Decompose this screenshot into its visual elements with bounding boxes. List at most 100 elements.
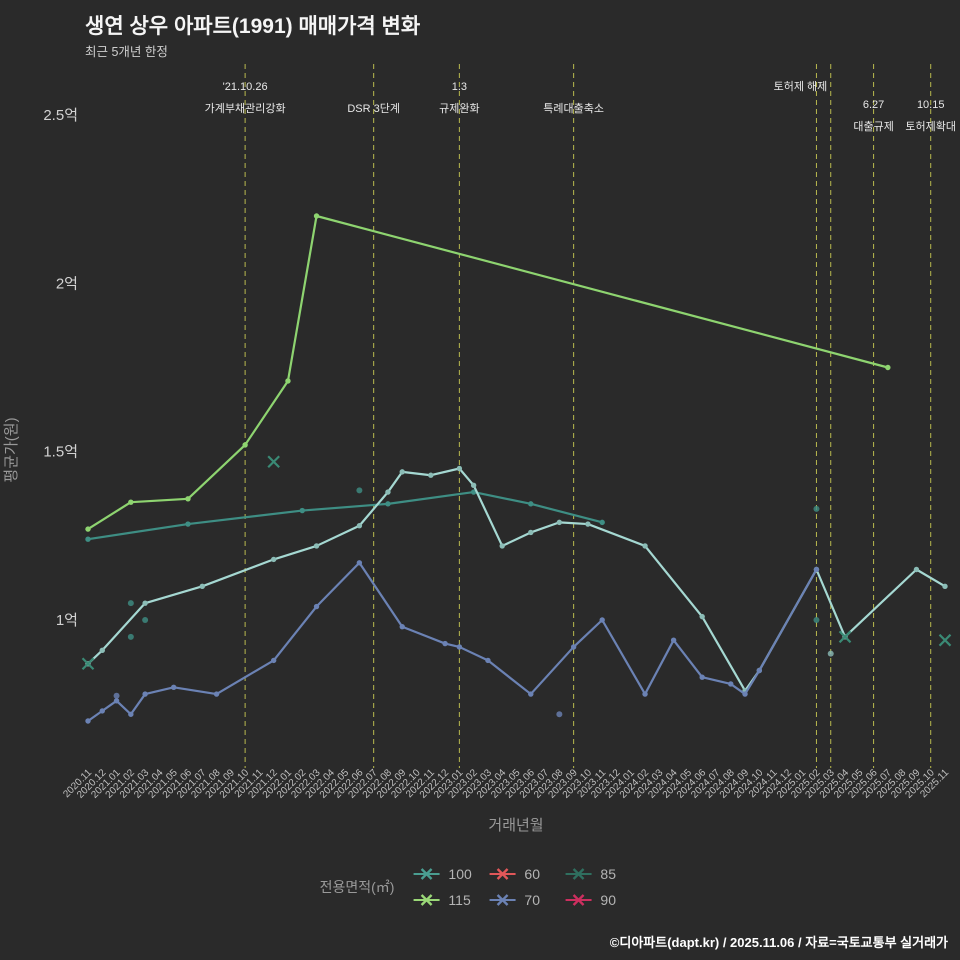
data-point-70	[128, 711, 134, 717]
data-point-85	[199, 583, 205, 590]
scatter-point	[127, 633, 134, 640]
legend-item-100[interactable]: 100	[412, 866, 488, 882]
data-point-70	[142, 691, 148, 697]
data-point-115	[885, 364, 891, 371]
chart-legend: 전용면적(㎡) 100 60 85 115 70 90	[320, 866, 641, 908]
policy-event-label: 가계부채관리강화	[205, 102, 286, 115]
policy-event-label: 규제완화	[439, 102, 479, 115]
x-marker	[267, 455, 280, 469]
scatter-point	[556, 711, 563, 718]
policy-event-label: '21.10.26	[223, 81, 268, 93]
data-point-70	[399, 624, 405, 630]
legend-marker-icon	[489, 868, 516, 880]
data-point-85	[528, 529, 534, 536]
data-point-85	[499, 543, 505, 549]
data-point-70	[171, 684, 177, 691]
y-tick-label: 2억	[56, 275, 78, 292]
data-point-100	[528, 501, 534, 507]
scatter-point	[827, 650, 834, 657]
y-tick-label: 1.5억	[43, 444, 78, 461]
data-point-70	[456, 644, 463, 650]
policy-event-label: 10.15	[917, 99, 945, 111]
policy-event-label: 대출규제	[853, 120, 893, 133]
y-tick-label: 1억	[56, 612, 78, 629]
data-point-115	[242, 442, 248, 448]
data-point-70	[599, 617, 605, 623]
legend-title: 전용면적(㎡)	[319, 879, 395, 895]
data-point-70	[442, 640, 448, 647]
data-point-85	[356, 523, 363, 529]
data-point-85	[142, 600, 148, 606]
data-point-70	[485, 657, 491, 664]
data-point-85	[385, 489, 391, 495]
legend-item-label: 115	[448, 892, 471, 908]
series-line-115	[86, 214, 889, 531]
policy-event-label: 특례대출축소	[543, 102, 604, 115]
data-point-85	[456, 465, 463, 472]
legend-item-70[interactable]: 70	[488, 892, 564, 908]
policy-event-label: DSR 3단계	[347, 102, 400, 115]
data-point-70	[813, 566, 820, 573]
data-point-85	[642, 543, 648, 549]
scatter-point	[813, 617, 820, 623]
x-marker	[938, 633, 952, 647]
legend-item-90[interactable]: 90	[564, 892, 640, 908]
scatter-point	[356, 487, 363, 494]
legend-marker-icon	[489, 894, 516, 906]
data-point-85	[699, 613, 705, 620]
legend-item-list: 100 60 85 115 70 90	[412, 866, 640, 908]
data-point-70	[113, 698, 120, 704]
data-point-70	[213, 691, 220, 697]
data-point-70	[728, 681, 734, 687]
data-point-70	[528, 691, 534, 697]
data-point-70	[85, 718, 91, 724]
legend-item-85[interactable]: 85	[564, 866, 640, 882]
data-point-85	[913, 566, 920, 573]
legend-item-label: 70	[524, 892, 541, 908]
x-marker	[81, 657, 95, 671]
legend-item-label: 85	[600, 866, 617, 882]
data-point-115	[185, 496, 191, 502]
legend-marker-icon	[413, 894, 440, 906]
data-point-70	[313, 603, 320, 610]
x-marker	[838, 630, 852, 644]
policy-event-label: 토허제 해제	[774, 79, 828, 93]
legend-marker-icon	[565, 868, 592, 880]
legend-item-60[interactable]: 60	[488, 866, 564, 882]
legend-item-115[interactable]: 115	[412, 892, 488, 908]
data-point-85	[99, 647, 105, 654]
data-point-70	[356, 560, 363, 566]
data-point-70	[756, 667, 763, 674]
legend-item-label: 90	[600, 892, 617, 908]
legend-item-label: 100	[448, 866, 472, 882]
data-point-70	[570, 644, 577, 650]
data-point-85	[270, 556, 277, 563]
data-point-70	[270, 657, 277, 664]
policy-event-label: 토허제확대	[905, 120, 956, 133]
data-point-100	[299, 507, 305, 514]
data-point-100	[385, 501, 391, 507]
x-axis-title: 거래년월	[488, 817, 543, 834]
data-point-85	[313, 543, 320, 549]
data-point-70	[642, 691, 648, 697]
data-point-85	[428, 472, 434, 478]
data-point-70	[742, 691, 748, 697]
data-point-115	[128, 499, 134, 505]
data-point-70	[699, 674, 705, 680]
data-point-115	[85, 526, 91, 532]
data-point-70	[99, 708, 105, 714]
data-point-100	[599, 519, 605, 526]
data-point-85	[399, 469, 405, 475]
legend-marker-icon	[413, 868, 440, 880]
y-axis-title: 평균가(원)	[3, 417, 20, 482]
scatter-point	[127, 600, 134, 607]
data-point-70	[670, 637, 677, 643]
data-point-85	[585, 521, 591, 527]
page-title: 생연 상우 아파트(1991) 매매가격 변화	[85, 15, 421, 38]
chart-subtitle: 최근 5개년 한정	[85, 45, 168, 59]
source-credit: ©디아파트(dapt.kr) / 2025.11.06 / 자료=국토교통부 실…	[609, 935, 948, 950]
data-point-115	[313, 213, 320, 219]
legend-marker-icon	[565, 894, 592, 906]
